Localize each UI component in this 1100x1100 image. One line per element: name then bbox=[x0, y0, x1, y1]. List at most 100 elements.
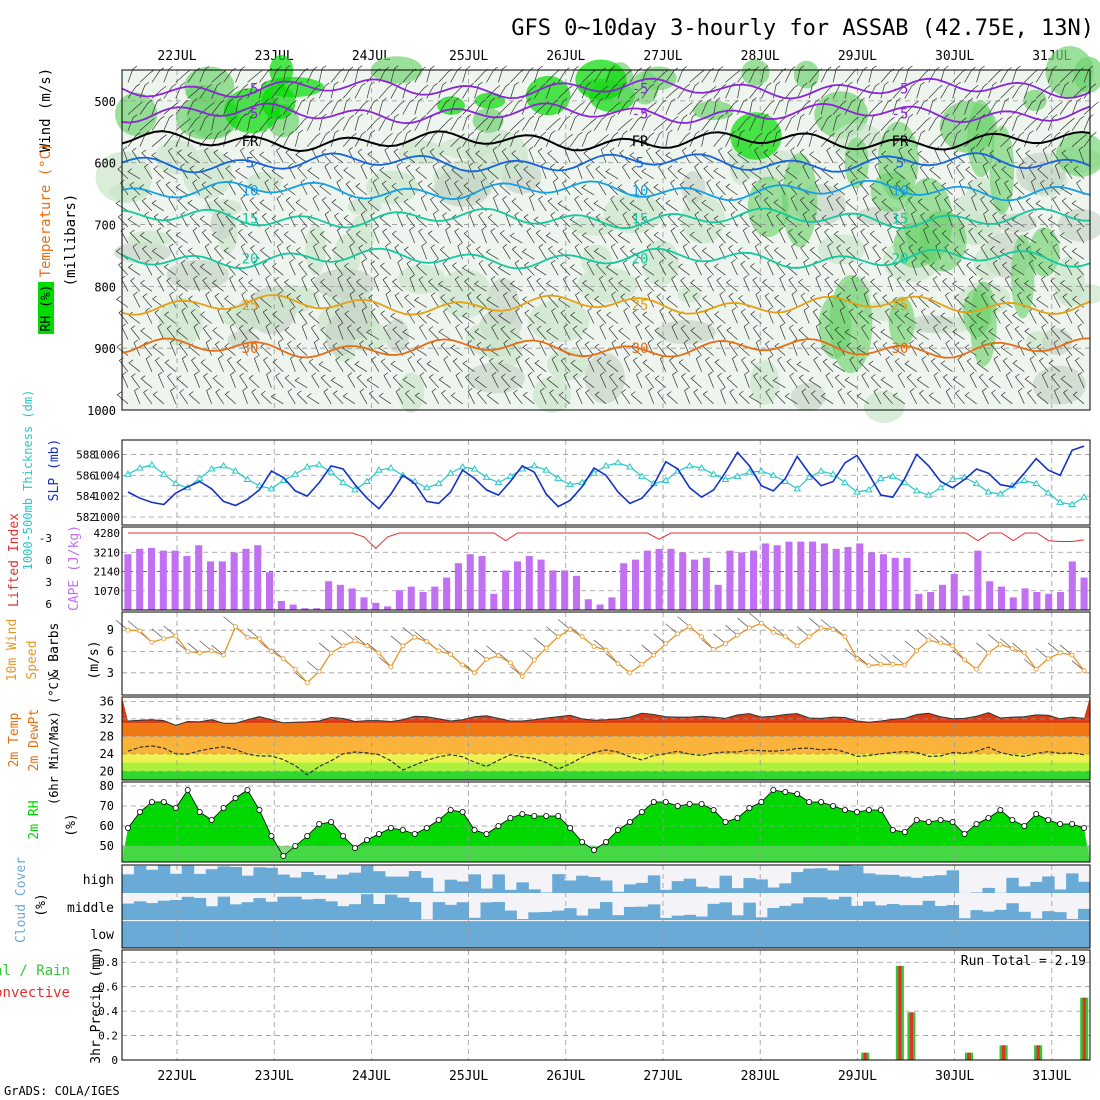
wind-barb bbox=[701, 98, 712, 115]
wind-barb bbox=[569, 264, 583, 276]
rh-cell bbox=[220, 303, 283, 330]
wind-barb bbox=[450, 296, 463, 308]
cloud-cell bbox=[862, 921, 876, 948]
wind-barb bbox=[414, 97, 423, 115]
wind-barb bbox=[835, 148, 846, 163]
wind-barb bbox=[177, 197, 188, 212]
wind-barb bbox=[367, 198, 380, 212]
wind-barb bbox=[390, 360, 403, 372]
run-total-label: Run Total = 2.19 bbox=[961, 954, 1086, 969]
cloud-cell bbox=[611, 891, 625, 893]
wind-barb bbox=[622, 211, 631, 228]
cloud-cell bbox=[528, 912, 541, 920]
wind-barb bbox=[557, 115, 571, 131]
wind-barb bbox=[141, 245, 153, 260]
data-point bbox=[291, 470, 300, 477]
pressure-tick-label: 600 bbox=[94, 157, 116, 171]
wind-barb bbox=[127, 168, 141, 180]
data-point bbox=[758, 620, 764, 626]
wind-barb bbox=[1025, 245, 1037, 260]
wind-barb bbox=[187, 199, 200, 212]
data-point bbox=[603, 647, 609, 653]
wind-barb bbox=[379, 166, 392, 180]
wind-barb bbox=[402, 99, 414, 115]
cloud-cell bbox=[325, 878, 338, 893]
cloud-cell bbox=[588, 908, 601, 920]
wind-barb bbox=[450, 392, 463, 405]
cloud-cell bbox=[779, 905, 792, 920]
isotherm-label: 20 bbox=[632, 252, 649, 268]
wind-barb bbox=[991, 389, 1001, 405]
wind-barb bbox=[140, 279, 153, 292]
wind-barb bbox=[858, 310, 870, 324]
wind-barb bbox=[750, 358, 762, 372]
wind-barb bbox=[666, 295, 678, 308]
wind-barb bbox=[474, 81, 483, 99]
wind-barb bbox=[848, 260, 858, 276]
wind-barb bbox=[992, 259, 1001, 276]
wind10m-axis-label-3: & Barbs bbox=[47, 623, 62, 678]
data-point bbox=[1057, 650, 1063, 656]
precip-convective-bar bbox=[909, 1012, 913, 1060]
wind10m-grid bbox=[122, 612, 1090, 695]
cloud-cell bbox=[444, 879, 458, 893]
wind-barb bbox=[284, 326, 296, 340]
wind-barb bbox=[952, 81, 961, 99]
wind-barb bbox=[845, 246, 858, 260]
cloud-cell bbox=[767, 921, 780, 948]
wind-barb bbox=[247, 231, 260, 244]
wind-barb bbox=[677, 215, 690, 228]
wind-barb bbox=[679, 181, 690, 196]
wind-barb bbox=[270, 393, 284, 405]
data-point bbox=[147, 460, 156, 468]
wind-barb bbox=[189, 165, 200, 180]
wind-barb bbox=[294, 377, 308, 389]
wind-barb bbox=[964, 392, 977, 405]
wind-barb bbox=[946, 162, 953, 179]
wind-barb bbox=[885, 356, 894, 372]
wind-barb bbox=[464, 326, 475, 340]
data-point bbox=[483, 831, 490, 838]
cloud-cell bbox=[325, 901, 338, 920]
cape-bar bbox=[690, 559, 699, 610]
wind-barb bbox=[632, 357, 643, 372]
wind-barb bbox=[1061, 245, 1073, 260]
wind-barb bbox=[606, 311, 619, 324]
wind-barb bbox=[438, 99, 450, 115]
wind-barb bbox=[802, 211, 810, 228]
wind-barb bbox=[522, 391, 535, 405]
data-point bbox=[399, 827, 406, 834]
cloud-cell bbox=[361, 894, 374, 920]
rh-cell bbox=[466, 362, 525, 394]
wind-barb bbox=[393, 148, 404, 163]
wind-barb bbox=[713, 84, 727, 99]
wind-barb bbox=[215, 388, 224, 404]
data-point bbox=[758, 799, 765, 806]
wind-barb bbox=[743, 275, 750, 292]
cloud-cell bbox=[659, 889, 673, 893]
wind-barb bbox=[634, 179, 643, 196]
wind-barb bbox=[715, 229, 726, 244]
wind-barb bbox=[713, 263, 726, 276]
wind-barb bbox=[976, 65, 985, 83]
wind-barb bbox=[666, 343, 678, 356]
rh-axis-label: RH (%) bbox=[39, 285, 54, 332]
wind-barb bbox=[390, 100, 405, 115]
wind-barb bbox=[634, 227, 643, 244]
wind-barb bbox=[887, 226, 894, 244]
cloud-cell bbox=[325, 921, 338, 948]
data-point bbox=[782, 789, 789, 796]
cloud-cell bbox=[827, 899, 840, 920]
wind-barb bbox=[333, 164, 344, 180]
data-point bbox=[638, 809, 645, 816]
isotherm-label: 20 bbox=[892, 252, 909, 268]
wind-barb bbox=[623, 307, 631, 324]
wind-barb bbox=[716, 277, 726, 292]
surface-wind-barb bbox=[522, 649, 535, 661]
wind-barb bbox=[344, 358, 356, 372]
wind-barb bbox=[618, 279, 631, 292]
wind-barb bbox=[298, 260, 308, 276]
data-point bbox=[1033, 811, 1040, 818]
wind-barb bbox=[441, 164, 451, 180]
lifted-index-line bbox=[127, 532, 1085, 550]
